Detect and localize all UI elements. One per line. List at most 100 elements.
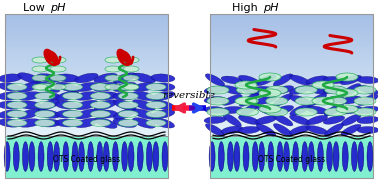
Bar bbox=[5, 119, 168, 122]
Ellipse shape bbox=[151, 83, 175, 91]
Ellipse shape bbox=[357, 77, 378, 83]
Ellipse shape bbox=[204, 116, 226, 124]
Bar bbox=[210, 41, 373, 44]
Ellipse shape bbox=[105, 75, 121, 81]
Bar bbox=[5, 60, 168, 64]
Ellipse shape bbox=[340, 106, 362, 114]
Ellipse shape bbox=[90, 83, 110, 90]
Ellipse shape bbox=[306, 76, 328, 84]
Ellipse shape bbox=[239, 93, 259, 106]
Ellipse shape bbox=[146, 142, 152, 171]
Ellipse shape bbox=[113, 118, 136, 127]
Bar bbox=[210, 65, 373, 69]
Ellipse shape bbox=[118, 102, 138, 108]
Ellipse shape bbox=[151, 74, 175, 82]
Ellipse shape bbox=[256, 74, 276, 86]
Ellipse shape bbox=[37, 100, 60, 110]
Ellipse shape bbox=[50, 66, 66, 72]
Bar bbox=[5, 124, 168, 127]
Ellipse shape bbox=[235, 81, 257, 89]
Ellipse shape bbox=[105, 57, 121, 63]
Ellipse shape bbox=[236, 108, 259, 116]
Bar bbox=[5, 31, 168, 35]
Ellipse shape bbox=[306, 86, 328, 94]
Ellipse shape bbox=[273, 105, 294, 114]
Ellipse shape bbox=[29, 142, 35, 171]
Bar bbox=[5, 129, 168, 132]
Ellipse shape bbox=[105, 84, 121, 90]
Ellipse shape bbox=[72, 142, 78, 171]
Bar bbox=[210, 104, 373, 108]
Ellipse shape bbox=[132, 109, 155, 119]
Ellipse shape bbox=[312, 81, 334, 89]
Ellipse shape bbox=[7, 120, 27, 127]
Ellipse shape bbox=[222, 86, 243, 94]
Bar bbox=[5, 53, 168, 56]
Text: OTS Coated glass: OTS Coated glass bbox=[53, 155, 120, 164]
Ellipse shape bbox=[37, 82, 60, 92]
Ellipse shape bbox=[94, 118, 117, 128]
Bar bbox=[210, 46, 373, 49]
Ellipse shape bbox=[151, 91, 175, 101]
Ellipse shape bbox=[132, 73, 155, 83]
Bar bbox=[210, 75, 373, 78]
Ellipse shape bbox=[146, 111, 166, 118]
Ellipse shape bbox=[32, 84, 48, 90]
Ellipse shape bbox=[103, 142, 109, 171]
Bar bbox=[210, 99, 373, 103]
Bar bbox=[5, 126, 168, 130]
Ellipse shape bbox=[36, 74, 60, 82]
Text: High: High bbox=[232, 3, 261, 13]
Ellipse shape bbox=[239, 115, 260, 124]
Ellipse shape bbox=[63, 120, 83, 127]
Ellipse shape bbox=[228, 142, 234, 171]
Bar bbox=[210, 60, 373, 64]
Ellipse shape bbox=[75, 109, 98, 119]
Ellipse shape bbox=[94, 110, 118, 118]
Ellipse shape bbox=[325, 97, 347, 105]
Bar bbox=[210, 63, 373, 66]
Bar bbox=[5, 24, 168, 27]
Bar bbox=[210, 33, 373, 37]
Bar bbox=[210, 14, 373, 178]
Ellipse shape bbox=[290, 125, 311, 135]
Ellipse shape bbox=[358, 85, 378, 95]
Bar bbox=[210, 24, 373, 27]
Bar bbox=[210, 133, 373, 137]
Bar bbox=[5, 87, 168, 91]
Bar bbox=[210, 38, 373, 42]
Bar bbox=[5, 70, 168, 74]
Ellipse shape bbox=[153, 142, 159, 171]
Bar bbox=[5, 90, 168, 93]
Ellipse shape bbox=[88, 142, 94, 171]
Ellipse shape bbox=[50, 75, 66, 81]
Ellipse shape bbox=[306, 106, 328, 114]
Ellipse shape bbox=[132, 118, 155, 128]
Bar bbox=[5, 107, 168, 110]
Bar bbox=[5, 41, 168, 44]
Ellipse shape bbox=[273, 114, 293, 126]
Bar bbox=[210, 126, 373, 130]
Bar bbox=[5, 46, 168, 49]
Ellipse shape bbox=[256, 124, 276, 136]
Bar bbox=[5, 104, 168, 108]
Ellipse shape bbox=[240, 103, 259, 117]
Text: pH: pH bbox=[263, 3, 279, 13]
Ellipse shape bbox=[56, 101, 79, 109]
Bar bbox=[5, 58, 168, 61]
Bar bbox=[210, 16, 373, 20]
Ellipse shape bbox=[243, 142, 249, 171]
Ellipse shape bbox=[357, 116, 378, 124]
Ellipse shape bbox=[32, 75, 48, 81]
Ellipse shape bbox=[132, 91, 156, 101]
Ellipse shape bbox=[113, 73, 136, 83]
Ellipse shape bbox=[218, 142, 224, 171]
Ellipse shape bbox=[36, 92, 60, 100]
Ellipse shape bbox=[324, 124, 344, 136]
Bar bbox=[210, 109, 373, 113]
Ellipse shape bbox=[35, 111, 55, 118]
Ellipse shape bbox=[357, 127, 378, 133]
Ellipse shape bbox=[268, 142, 274, 171]
Bar bbox=[210, 121, 373, 125]
Ellipse shape bbox=[0, 119, 22, 127]
